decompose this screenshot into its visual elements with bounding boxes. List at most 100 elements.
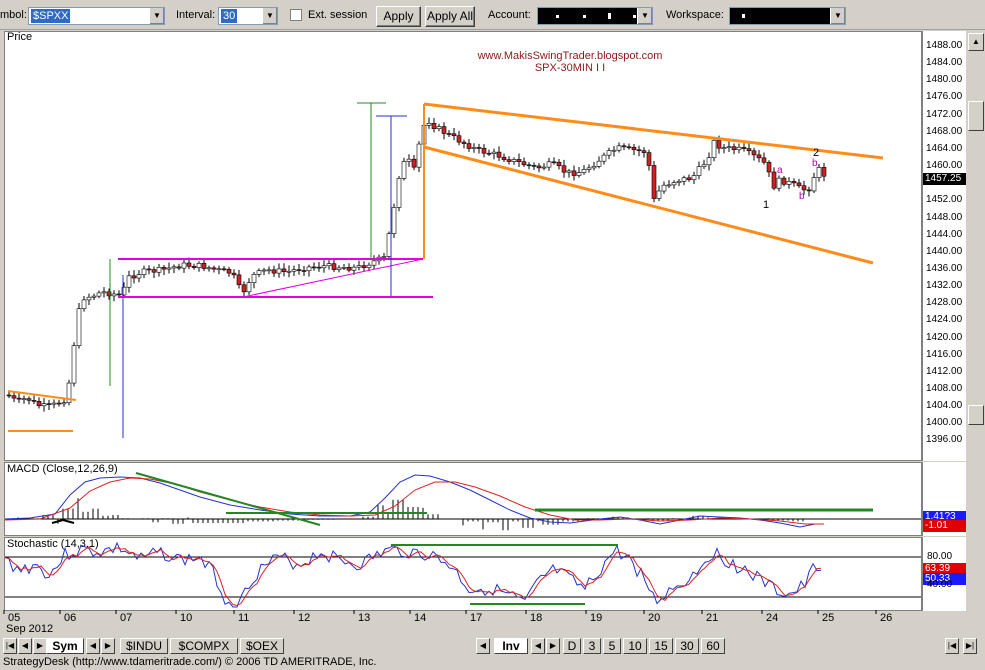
symbol-combo[interactable]: $SPXX ▼ (28, 7, 165, 25)
candle (801, 185, 807, 191)
tab-period-15[interactable]: 15 (649, 638, 673, 654)
stochastic-pane[interactable] (4, 537, 922, 611)
candle (356, 265, 362, 268)
ext-session-checkbox[interactable] (290, 9, 302, 21)
candle (146, 268, 152, 271)
scroll-up-icon[interactable]: ▲ (968, 33, 984, 51)
next-icon[interactable]: ▶ (101, 638, 115, 654)
candle (201, 263, 207, 269)
chevron-down-icon[interactable]: ▼ (262, 8, 277, 24)
candle (336, 267, 342, 270)
candle (431, 123, 437, 129)
candle (691, 175, 697, 181)
account-combo[interactable]: ▼ (537, 7, 653, 25)
next-interval-icon[interactable]: ▶ (546, 638, 560, 654)
apply-all-button[interactable]: Apply All (425, 6, 475, 27)
candle (516, 159, 522, 162)
price-axis-label: 1452.00 (926, 194, 963, 206)
chevron-down-icon[interactable]: ▼ (637, 8, 652, 24)
date-label: 12 (298, 612, 311, 624)
apply-button[interactable]: Apply (376, 6, 421, 27)
tab-period-30[interactable]: 30 (675, 638, 699, 654)
price-axis-label: 1400.00 (926, 417, 963, 429)
candle (211, 267, 217, 270)
candle (416, 143, 422, 168)
tab-period-5[interactable]: 5 (603, 638, 621, 654)
date-label: 13 (358, 612, 371, 624)
vertical-scrollbar[interactable]: ▲ (967, 31, 985, 611)
scroll-thumb[interactable] (968, 405, 984, 425)
candle (261, 269, 267, 272)
prev-period-icon[interactable]: ◀ (476, 638, 490, 654)
candle (406, 158, 412, 162)
price-axis-label: 1448.00 (926, 211, 963, 223)
tab-oex[interactable]: $OEX (240, 638, 284, 654)
wave-label-b: b (799, 191, 805, 202)
price-pane[interactable] (4, 31, 922, 461)
account-dot (633, 15, 636, 18)
candle (721, 147, 727, 149)
date-label: 11 (238, 612, 250, 624)
candle (661, 184, 667, 192)
tab-period-3[interactable]: 3 (583, 638, 601, 654)
candle (171, 266, 177, 269)
date-label: 20 (648, 612, 661, 624)
candle (31, 400, 37, 402)
toolbar: mbol: $SPXX ▼ Interval: 30 ▼ Ext. sessio… (0, 0, 985, 30)
candle (126, 275, 132, 288)
candle (746, 148, 752, 152)
candle (121, 286, 127, 296)
scroll-thumb[interactable] (968, 101, 984, 131)
wave-label-2: 2 (813, 147, 820, 159)
tab-period-60[interactable]: 60 (701, 638, 725, 654)
candle (731, 146, 737, 151)
workspace-combo[interactable]: ▼ (729, 7, 846, 25)
first-tab-icon[interactable]: |◀ (3, 638, 17, 654)
candle (716, 140, 722, 149)
wave-label-1: 1 (763, 199, 770, 211)
candle (786, 181, 792, 185)
candle (161, 267, 167, 270)
next-tab-icon[interactable]: ▶ (33, 638, 47, 654)
candle (436, 126, 442, 129)
tab-period-D[interactable]: D (563, 638, 581, 654)
candle (631, 146, 637, 151)
scroll-left-icon[interactable]: |◀ (945, 638, 959, 654)
tab-period-10[interactable]: 10 (623, 638, 647, 654)
candle (491, 151, 497, 154)
chevron-down-icon[interactable]: ▼ (830, 8, 845, 24)
candle (701, 164, 707, 168)
candle (686, 177, 692, 181)
candle (796, 182, 802, 187)
candle (676, 180, 682, 183)
tab-sym[interactable]: Sym (46, 638, 84, 654)
candle (791, 181, 797, 184)
candle (321, 265, 327, 269)
scroll-right-icon[interactable]: ▶| (963, 638, 977, 654)
tab-inv[interactable]: Inv (494, 638, 528, 654)
chevron-down-icon[interactable]: ▼ (149, 8, 164, 24)
candle (221, 268, 227, 271)
macd-signal-tag: -1.01 (923, 520, 966, 532)
prev-interval-icon[interactable]: ◀ (531, 638, 545, 654)
candle (521, 161, 527, 166)
prev-icon[interactable]: ◀ (86, 638, 100, 654)
candle (756, 154, 762, 159)
candle (81, 299, 87, 309)
candle (776, 177, 782, 189)
candle (396, 178, 402, 208)
stoch-axis-80: 80.00 (927, 551, 953, 562)
tab-indu[interactable]: $INDU (120, 638, 168, 654)
candle (736, 146, 742, 151)
candle (346, 266, 352, 271)
prev-tab-icon[interactable]: ◀ (18, 638, 32, 654)
candle (411, 158, 417, 168)
candle (36, 401, 42, 407)
workspace-dot (742, 14, 745, 18)
candle (621, 145, 627, 148)
interval-combo[interactable]: 30 ▼ (218, 7, 278, 25)
tab-compx[interactable]: $COMPX (170, 638, 238, 654)
candle (811, 177, 817, 192)
candle (156, 267, 162, 273)
account-dot (608, 13, 611, 19)
